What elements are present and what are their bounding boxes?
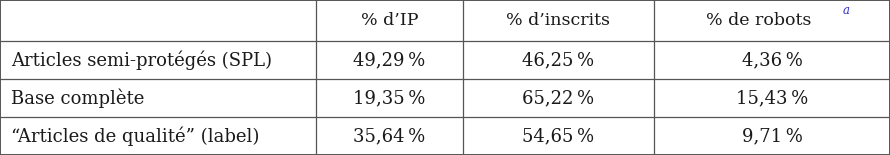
- Text: % d’inscrits: % d’inscrits: [506, 12, 611, 29]
- Text: 35,64 %: 35,64 %: [353, 127, 425, 145]
- Text: a: a: [843, 4, 850, 17]
- Text: % de robots: % de robots: [706, 12, 812, 29]
- Text: 54,65 %: 54,65 %: [522, 127, 595, 145]
- Text: % d’IP: % d’IP: [360, 12, 418, 29]
- Text: 15,43 %: 15,43 %: [736, 89, 808, 107]
- Text: 9,71 %: 9,71 %: [741, 127, 803, 145]
- Text: 19,35 %: 19,35 %: [353, 89, 425, 107]
- Text: 4,36 %: 4,36 %: [741, 51, 803, 69]
- Text: 46,25 %: 46,25 %: [522, 51, 595, 69]
- Text: “Articles de qualité” (label): “Articles de qualité” (label): [11, 126, 259, 146]
- Text: 49,29 %: 49,29 %: [353, 51, 425, 69]
- Text: 65,22 %: 65,22 %: [522, 89, 595, 107]
- Text: Articles semi-protégés (SPL): Articles semi-protégés (SPL): [11, 50, 271, 70]
- Text: Base complète: Base complète: [11, 88, 144, 108]
